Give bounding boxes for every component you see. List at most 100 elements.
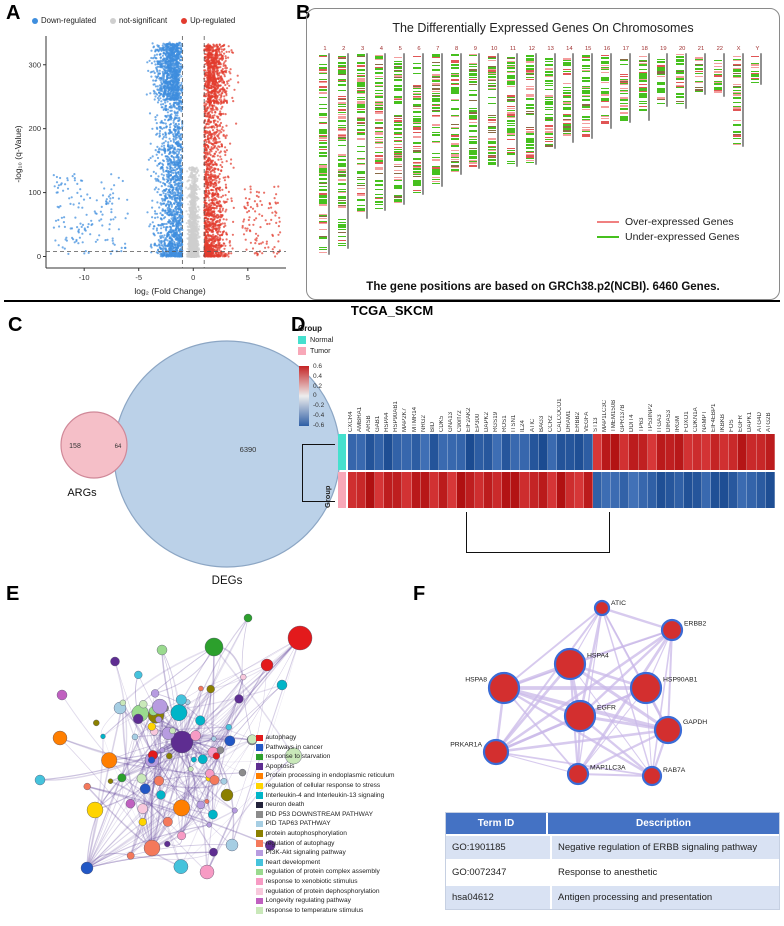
legend-swatch <box>256 792 263 799</box>
panel-e-label: E <box>6 583 20 605</box>
legend-item: Protein processing in endoplasmic reticu… <box>256 771 395 781</box>
term-id-cell: hsa04612 <box>446 886 552 909</box>
heatmap-cell <box>511 434 521 470</box>
legend-swatch <box>256 897 263 905</box>
heatmap-cell <box>456 434 467 470</box>
heatmap-cell <box>647 434 657 470</box>
heatmap-cell <box>493 434 503 470</box>
panel-a-label: A <box>6 2 21 24</box>
heatmap-cell <box>729 434 739 470</box>
dataset-title: TCGA_SKCM <box>350 303 434 318</box>
scale-tick: -0.4 <box>313 412 325 420</box>
gene-label: ATG2B <box>765 412 772 432</box>
gene-label: TP63 <box>638 417 645 432</box>
legend-swatch <box>256 859 263 866</box>
heatmap-cell <box>620 434 630 470</box>
heatmap-cell <box>674 472 684 508</box>
chromosome-caption: The gene positions are based on GRCh38.p… <box>366 281 720 293</box>
heatmap-cell <box>475 472 485 508</box>
heatmap-cell <box>647 472 657 508</box>
heatmap-cell <box>574 434 585 470</box>
chromosome: 17 <box>619 45 634 123</box>
legend-item: autophagy <box>256 733 390 743</box>
heatmap-cell <box>466 434 476 470</box>
heatmap-cell <box>702 434 712 470</box>
enrichment-legend: autophagy Pathways in cancer response to s… <box>256 733 395 915</box>
volcano-y-axis-label: -log₁₀ (q-Value) <box>13 125 23 182</box>
heatmap-cell <box>738 472 748 508</box>
chromosome: 9 <box>469 45 483 169</box>
venn-args-circle <box>60 411 128 479</box>
heatmap-cell <box>420 472 430 508</box>
group-strip-normal <box>338 434 346 470</box>
heatmap-cell <box>611 472 621 508</box>
heatmap-cell <box>574 472 585 508</box>
gene-label: CALCOCO1 <box>556 398 563 432</box>
description-cell: Antigen processing and presentation <box>558 892 713 903</box>
heatmap-cell <box>511 472 521 508</box>
chromosome-label: 10 <box>490 46 498 52</box>
gene-label: AMBRA1 <box>357 406 364 432</box>
chromosome-label: 4 <box>379 46 383 52</box>
legend-item: Interleukin-4 and Interleukin-13 signali… <box>256 791 390 801</box>
gene-label: ST13 <box>593 417 600 432</box>
heatmap-cell <box>692 434 703 470</box>
heatmap-cell <box>384 434 394 470</box>
header-description: Description <box>635 818 691 829</box>
heatmap-cell <box>720 472 730 508</box>
legend-swatch <box>256 763 263 770</box>
scale-tick: -0.2 <box>313 402 325 410</box>
legend-item: Pathways in cancer <box>256 743 390 753</box>
heatmap-cell <box>520 472 530 508</box>
heatmap-cell <box>702 472 712 508</box>
heatmap-cell <box>656 472 666 508</box>
scale-tick: 0.2 <box>313 382 323 390</box>
heatmap-cell <box>683 434 693 470</box>
chromosome-label: 8 <box>454 46 459 52</box>
chromosome-label: X <box>736 46 741 52</box>
heatmap-cell <box>602 434 612 470</box>
heatmap-cell <box>348 472 358 508</box>
heatmap-cell <box>556 472 566 508</box>
heatmap-cell <box>402 472 412 508</box>
heatmap-cell <box>357 472 367 508</box>
heatmap-cell <box>357 434 367 470</box>
gene-label: EIF2AK2 <box>466 407 473 432</box>
chromosome-label: 14 <box>566 46 573 52</box>
panel-c-label: C <box>8 314 23 336</box>
network-nodes <box>34 613 313 880</box>
venn-args-count: 158 <box>69 443 81 450</box>
gene-label: FOS <box>729 419 736 432</box>
chromosome: X <box>732 45 747 147</box>
group-swatch <box>298 335 306 344</box>
gene-label: DAPK2 <box>484 412 491 432</box>
volcano-legend: Down-regulated not-significant Up-regulate… <box>32 16 235 25</box>
group-legend-item: Normal <box>298 335 333 344</box>
heatmap-cell <box>475 434 485 470</box>
legend-item: Longevity regulating pathway <box>256 896 390 906</box>
gene-label: EP300 <box>475 413 482 432</box>
heatmap-cell <box>484 472 494 508</box>
volcano-x-axis-label: log₂ (Fold Change) <box>134 286 206 296</box>
heatmap-cell <box>520 434 530 470</box>
heatmap-cell <box>411 472 421 508</box>
scale-tick: -0.6 <box>313 421 325 429</box>
gene-label: ITGA3 <box>656 414 663 432</box>
chromosome: 11 <box>507 45 521 167</box>
legend-item: Up-regulated <box>181 16 235 25</box>
chromosome: 22 <box>713 45 728 97</box>
heatmap-cell <box>584 472 594 508</box>
chromosome-label: 20 <box>678 46 686 52</box>
chromosome-label: Y <box>755 46 760 52</box>
chromosome: 6 <box>413 45 427 195</box>
heatmap-cell <box>529 434 539 470</box>
heatmap-cell <box>493 472 503 508</box>
chromosome: 19 <box>657 45 671 107</box>
heatmap-cell <box>393 472 403 508</box>
legend-swatch <box>256 811 263 818</box>
table-row: GO:1901185 Negative regulation of ERBB si… <box>446 834 779 859</box>
heatmap-cell <box>556 434 566 470</box>
heatmap-cell <box>711 434 721 470</box>
gene-label: IL24 <box>520 420 527 432</box>
